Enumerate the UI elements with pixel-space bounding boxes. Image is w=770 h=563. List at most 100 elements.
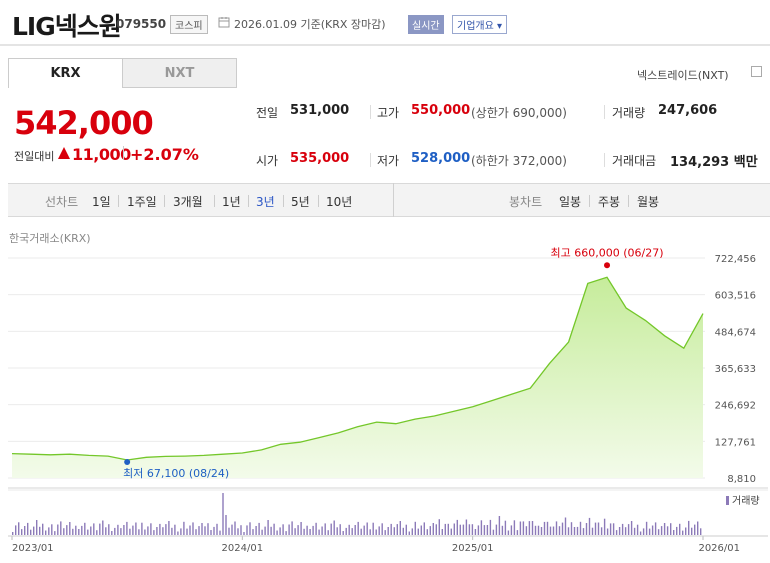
volume-bar xyxy=(618,527,621,535)
volume-bar xyxy=(273,523,275,535)
volume-bar xyxy=(477,525,480,535)
volume-bar xyxy=(42,523,44,535)
volume-bar xyxy=(138,529,140,535)
volume-bar xyxy=(87,529,89,535)
volume-bar xyxy=(240,525,242,535)
volume-bar xyxy=(84,522,86,535)
volume-bar xyxy=(651,525,654,535)
volume-bar xyxy=(108,524,110,535)
tab-nxt[interactable]: NXT xyxy=(122,58,237,88)
tab-krx[interactable]: KRX xyxy=(8,58,123,88)
period-1d[interactable]: 1일 xyxy=(92,195,111,209)
volume-bar xyxy=(585,523,588,535)
volume-bar xyxy=(609,523,612,535)
volume-bar xyxy=(372,522,374,535)
candle-weekly[interactable]: 주봉 xyxy=(598,195,621,209)
volume-bar xyxy=(654,522,657,535)
volume-bar xyxy=(627,524,630,535)
chart-source-label: 한국거래소(KRX) xyxy=(9,232,91,245)
volume-bar xyxy=(63,528,65,535)
volume-bar xyxy=(252,529,254,535)
volume-bar xyxy=(456,519,458,535)
volume-bar xyxy=(81,525,83,535)
volume-bar xyxy=(663,523,666,535)
volume-bar xyxy=(156,527,158,535)
live-button[interactable]: 실시간 xyxy=(408,15,444,34)
volume-bar xyxy=(270,526,272,535)
candle-daily[interactable]: 일봉 xyxy=(559,195,582,209)
y-tick-label: 8,810 xyxy=(727,474,756,485)
high-value: 550,000 xyxy=(411,103,471,118)
volume-bar xyxy=(36,520,38,535)
y-tick-label: 127,761 xyxy=(715,437,756,448)
chart-toolbar xyxy=(8,183,770,217)
x-axis-labels: 2023/01 2024/01 2025/01 2026/01 xyxy=(12,543,740,554)
volume-bar xyxy=(309,529,311,535)
volume-bar xyxy=(351,528,353,535)
volume-bar xyxy=(345,527,347,535)
trade-value-number: 134,293 xyxy=(670,155,730,170)
volume-bar xyxy=(579,521,582,535)
volume-bar xyxy=(694,524,696,535)
volume-bar xyxy=(546,521,549,535)
volume-bar xyxy=(528,521,531,535)
divider xyxy=(123,146,124,160)
volume-bar xyxy=(603,518,606,535)
volume-bar xyxy=(96,530,98,535)
volume-bar xyxy=(673,530,675,535)
volume-bar xyxy=(243,532,245,535)
volume-bar xyxy=(207,523,209,535)
volume-bar xyxy=(204,526,206,535)
divider xyxy=(370,105,371,119)
volume-bar xyxy=(306,525,308,535)
volume-bar xyxy=(405,524,407,535)
volume-bar xyxy=(24,526,26,535)
price-area xyxy=(12,277,703,478)
company-overview-dropdown[interactable]: 기업개요 ▾ xyxy=(452,15,507,34)
prev-close-label: 전일 xyxy=(256,106,279,120)
volume-bar xyxy=(300,522,302,535)
nxt-link[interactable]: 넥스트레이드(NXT) xyxy=(637,69,729,82)
volume-bar xyxy=(606,528,609,535)
volume-bar xyxy=(246,525,248,535)
period-5y[interactable]: 5년 xyxy=(291,195,310,209)
volume-bar xyxy=(354,525,356,535)
volume-bar xyxy=(411,528,413,535)
volume-bar xyxy=(676,526,678,535)
volume-bar xyxy=(688,520,690,535)
volume-bar xyxy=(420,525,422,535)
divider xyxy=(370,153,371,167)
period-3y[interactable]: 3년 xyxy=(256,195,275,209)
volume-bar xyxy=(51,524,53,535)
volume-bar xyxy=(555,521,558,535)
volume-bar xyxy=(261,529,263,535)
volume-bar xyxy=(522,521,525,535)
volume-bar xyxy=(78,529,80,535)
period-1w[interactable]: 1주일 xyxy=(127,195,157,209)
y-tick-label: 603,516 xyxy=(715,291,756,302)
period-3m[interactable]: 3개월 xyxy=(173,195,203,209)
volume-bar xyxy=(483,525,486,535)
candle-monthly[interactable]: 월봉 xyxy=(637,195,660,209)
y-tick-label: 365,633 xyxy=(715,364,756,375)
volume-bar xyxy=(480,520,483,535)
volume-bar xyxy=(159,523,161,535)
low-marker xyxy=(124,459,131,466)
volume-bar xyxy=(534,525,537,535)
volume-bar xyxy=(219,530,221,535)
volume-bar xyxy=(171,527,173,535)
volume-bar xyxy=(267,520,269,535)
prev-close-value: 531,000 xyxy=(290,103,350,118)
volume-bar xyxy=(312,525,314,535)
volume-bar xyxy=(594,522,597,535)
volume-bar xyxy=(282,524,284,535)
volume-bar xyxy=(165,524,167,535)
volume-bar xyxy=(192,522,194,535)
volume-bar xyxy=(153,530,155,535)
period-1y[interactable]: 1년 xyxy=(222,195,241,209)
volume-bar xyxy=(54,531,56,535)
low-annotation: 최저 67,100 (08/24) xyxy=(123,467,229,480)
volume-bar xyxy=(685,527,687,535)
period-10y[interactable]: 10년 xyxy=(326,195,353,209)
nxt-checkbox[interactable] xyxy=(751,66,762,77)
